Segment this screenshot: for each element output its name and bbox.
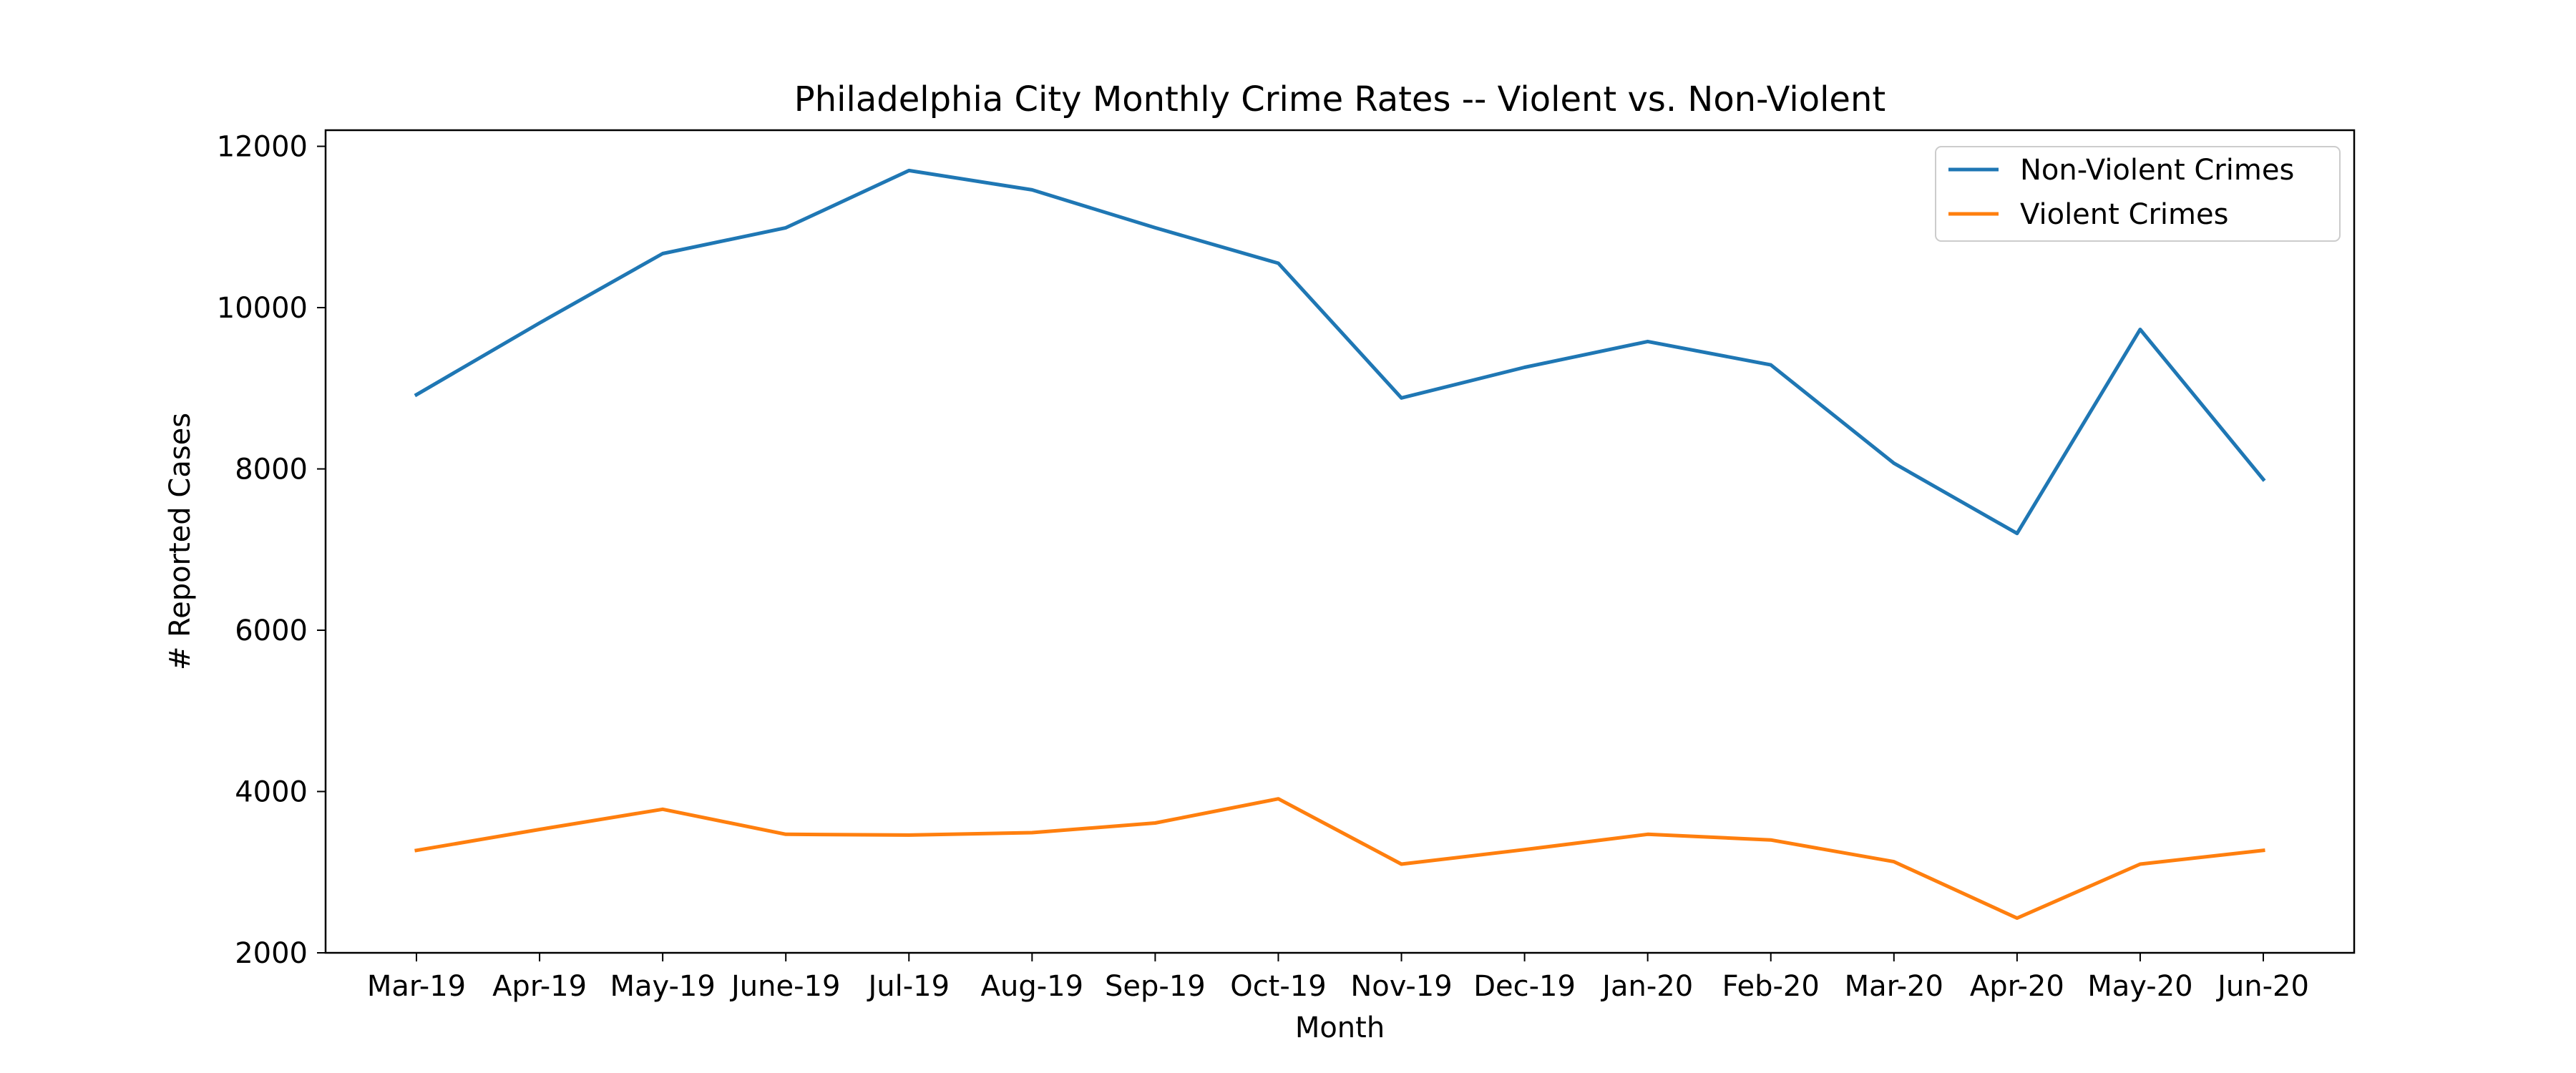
- x-axis-label: Month: [1295, 1011, 1385, 1044]
- x-tick-label: Aug-19: [981, 970, 1083, 1003]
- x-tick-label: Oct-19: [1230, 970, 1327, 1003]
- x-tick-label: Dec-19: [1473, 970, 1576, 1003]
- y-tick-label: 8000: [235, 454, 308, 486]
- plot-area: Mar-19 Apr-19 May-19 June-19 Jul-19 Aug-19 Sep…: [217, 129, 2356, 1003]
- x-tick-label: Jun-20: [2215, 970, 2309, 1003]
- y-tick-label: 2000: [235, 937, 308, 970]
- x-tick-label: May-20: [2087, 970, 2192, 1003]
- legend-label: Violent Crimes: [2020, 198, 2228, 231]
- x-tick-label: June-19: [729, 970, 840, 1003]
- x-tick-label: May-19: [610, 970, 715, 1003]
- y-tick-label: 6000: [235, 614, 308, 647]
- axes-frame: [324, 129, 2356, 954]
- x-tick-label: Mar-20: [1845, 970, 1943, 1003]
- y-tick-label: 4000: [235, 776, 308, 809]
- y-tick-label: 10000: [217, 292, 308, 325]
- x-tick-label: Apr-19: [492, 970, 587, 1003]
- x-tick-label: Jul-19: [866, 970, 950, 1003]
- x-tick-label: Feb-20: [1722, 970, 1820, 1003]
- chart-title: Philadelphia City Monthly Crime Rates --…: [794, 79, 1885, 119]
- legend-box: [1935, 146, 2341, 242]
- legend-label: Non-Violent Crimes: [2020, 154, 2294, 187]
- x-tick-label: Mar-19: [367, 970, 466, 1003]
- x-tick-label: Nov-19: [1350, 970, 1452, 1003]
- x-tick-label: Sep-19: [1105, 970, 1206, 1003]
- series-line-non-violent: [414, 168, 2266, 536]
- y-tick-label: 12000: [217, 131, 308, 164]
- y-axis-label: # Reported Cases: [164, 413, 197, 670]
- x-tick-label: Jan-20: [1600, 970, 1693, 1003]
- x-tick-label: Apr-20: [1970, 970, 2064, 1003]
- legend: Non-Violent Crimes Violent Crimes: [1935, 146, 2341, 242]
- series-line-violent: [414, 797, 2265, 920]
